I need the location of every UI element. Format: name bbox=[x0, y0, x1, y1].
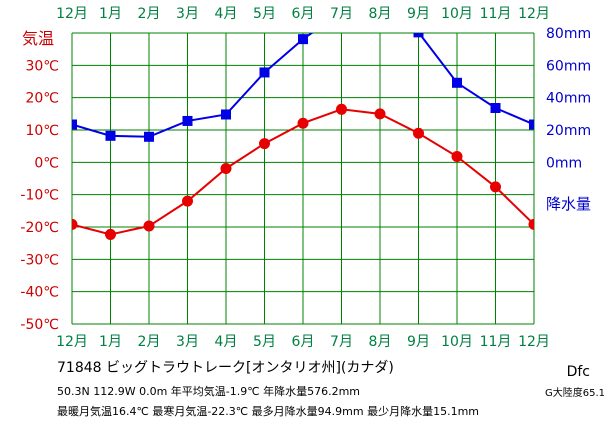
month-tick-label: 2月 bbox=[138, 334, 161, 350]
precipitation-tick-label: 0mm bbox=[546, 155, 582, 171]
station-summary-line1: 50.3N 112.9W 0.0m 年平均気温-1.9℃ 年降水量576.2mm bbox=[57, 385, 361, 398]
chart-grid bbox=[71, 32, 535, 325]
precipitation-point bbox=[490, 103, 501, 114]
precipitation-point bbox=[72, 119, 77, 130]
temperature-point bbox=[374, 108, 386, 120]
precipitation-tick-label: 20mm bbox=[546, 123, 591, 139]
chart-axis-labels: 12月 12月 1月 1月 2月 2月 3月 3月 4月 4月 5月 5月 6月 6月 7月 7月 8月 8月 9月… bbox=[20, 6, 591, 350]
precipitation-point bbox=[298, 34, 308, 45]
precipitation-point bbox=[105, 130, 116, 141]
climate-classification: Dfc bbox=[566, 364, 590, 380]
continentality-index: G大陸度65.1 bbox=[544, 388, 605, 399]
station-summary-line2: 最暖月気温16.4℃ 最寒月気温-22.3℃ 最多月降水量94.9mm 最少月降… bbox=[57, 405, 479, 418]
temperature-point bbox=[182, 195, 193, 207]
climate-chart: 12月 12月 1月 1月 2月 2月 3月 3月 4月 4月 5月 5月 6月 6月 7月 7月 8月 8月 9月… bbox=[20, 6, 591, 350]
precipitation-tick-label: 40mm bbox=[546, 91, 591, 107]
precipitation-tick-label: 60mm bbox=[546, 58, 591, 74]
month-tick-label: 3月 bbox=[176, 334, 199, 350]
precipitation-point bbox=[221, 109, 231, 120]
month-tick-label: 12月 bbox=[56, 334, 88, 350]
precipitation-axis-title: 降水量 bbox=[546, 195, 591, 213]
temperature-tick-label: -50℃ bbox=[20, 317, 59, 333]
month-tick-label: 11月 bbox=[480, 334, 512, 350]
month-tick-label: 12月 bbox=[518, 334, 550, 350]
precipitation-point bbox=[259, 67, 270, 78]
month-tick-label: 10月 bbox=[441, 334, 473, 350]
temperature-tick-label: -40℃ bbox=[20, 285, 59, 301]
chart-series-markers bbox=[72, 33, 534, 240]
temperature-point bbox=[451, 151, 463, 163]
month-tick-label: 6月 bbox=[292, 6, 315, 22]
precipitation-point bbox=[144, 131, 154, 142]
temperature-point bbox=[143, 220, 155, 232]
precipitation-point bbox=[529, 119, 534, 130]
temperature-tick-label: -10℃ bbox=[20, 188, 59, 204]
month-tick-label: 7月 bbox=[330, 334, 353, 350]
month-tick-label: 10月 bbox=[441, 6, 473, 22]
precipitation-tick-label: 80mm bbox=[546, 26, 591, 42]
temperature-tick-label: 30℃ bbox=[25, 58, 59, 74]
month-tick-label: 8月 bbox=[369, 6, 392, 22]
temperature-tick-label: -20℃ bbox=[20, 220, 59, 236]
temperature-point bbox=[297, 117, 309, 129]
precipitation-point bbox=[452, 77, 462, 88]
month-tick-label: 9月 bbox=[407, 334, 430, 350]
month-tick-label: 11月 bbox=[480, 6, 512, 22]
temperature-point bbox=[490, 181, 501, 193]
temperature-tick-label: 10℃ bbox=[25, 123, 59, 139]
temperature-axis-title: 気温 bbox=[22, 29, 54, 48]
month-tick-label: 6月 bbox=[292, 334, 315, 350]
temperature-point bbox=[528, 218, 534, 230]
month-tick-label: 1月 bbox=[99, 334, 122, 350]
temperature-tick-label: -30℃ bbox=[20, 252, 59, 268]
station-title: 71848 ビッグトラウトレーク[オンタリオ州](カナダ) bbox=[57, 360, 394, 376]
temperature-point bbox=[336, 103, 347, 115]
temperature-tick-label: 0℃ bbox=[34, 155, 59, 171]
month-tick-label: 4月 bbox=[215, 334, 238, 350]
month-tick-label: 12月 bbox=[518, 6, 550, 22]
temperature-tick-label: 20℃ bbox=[25, 91, 59, 107]
temperature-point bbox=[259, 138, 270, 150]
month-tick-label: 9月 bbox=[407, 6, 430, 22]
month-tick-label: 1月 bbox=[99, 6, 122, 22]
month-tick-label: 2月 bbox=[138, 6, 161, 22]
month-tick-label: 7月 bbox=[330, 6, 353, 22]
month-tick-label: 12月 bbox=[56, 6, 88, 22]
month-tick-label: 8月 bbox=[369, 334, 392, 350]
precipitation-point bbox=[413, 33, 424, 38]
month-tick-label: 5月 bbox=[253, 6, 276, 22]
temperature-point bbox=[72, 218, 78, 230]
temperature-point bbox=[220, 162, 232, 174]
temperature-point bbox=[105, 228, 116, 240]
month-tick-label: 4月 bbox=[215, 6, 238, 22]
month-tick-label: 5月 bbox=[253, 334, 276, 350]
temperature-point bbox=[413, 127, 424, 139]
precipitation-point bbox=[182, 115, 193, 126]
month-tick-label: 3月 bbox=[176, 6, 199, 22]
